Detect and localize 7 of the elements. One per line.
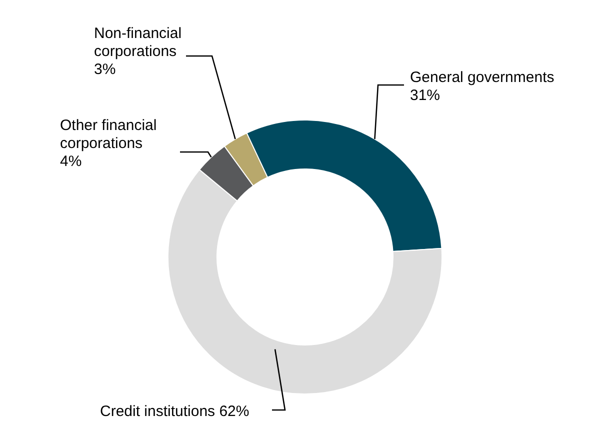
slice-label: Non-financial corporations bbox=[94, 25, 182, 60]
data-label: 3% bbox=[94, 61, 116, 78]
data-label: 4% bbox=[60, 153, 82, 170]
slice-label: Other financial corporations bbox=[60, 117, 157, 152]
slice-label: General governments bbox=[410, 69, 554, 86]
slice-label: Credit institutions 62% bbox=[100, 403, 250, 420]
data-label: 31% bbox=[410, 87, 440, 104]
